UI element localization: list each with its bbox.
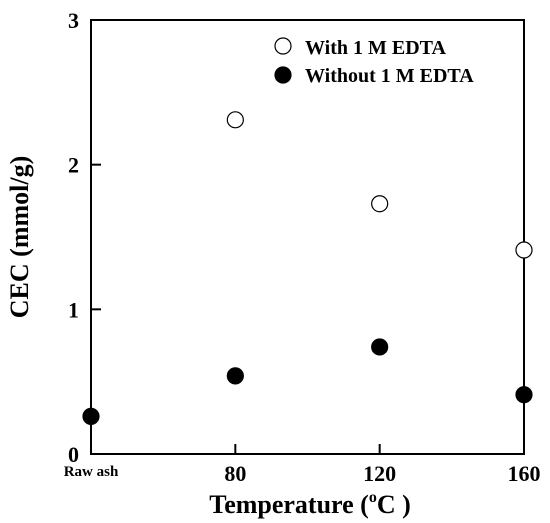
x-tick-label: Raw ash: [64, 464, 119, 480]
point-without-edta: [515, 386, 533, 404]
point-with-edta: [515, 241, 533, 259]
y-tick-label: 1: [68, 297, 79, 322]
y-axis-ticks: 0 1 2 3: [68, 8, 101, 467]
point-with-edta: [226, 111, 244, 129]
point-without-edta: [371, 338, 389, 356]
y-tick-label: 3: [68, 8, 79, 33]
x-axis-title-main: Temperature (: [209, 490, 369, 519]
legend-label-without-edta: Without 1 M EDTA: [305, 65, 474, 87]
y-tick-label: 0: [68, 442, 79, 467]
legend-marker-without-edta: [274, 66, 292, 84]
legend-marker-with-edta: [274, 37, 292, 55]
x-axis-title-superscript: o: [369, 489, 377, 506]
point-without-edta: [82, 407, 100, 425]
data-points: [82, 111, 533, 425]
x-tick-label: 80: [224, 461, 246, 486]
legend: With 1 M EDTA Without 1 M EDTA: [274, 37, 474, 87]
point-with-edta: [371, 195, 389, 213]
y-axis-title: CEC (mmol/g): [5, 156, 34, 318]
x-axis-ticks: Raw ash 80 120 160: [64, 444, 541, 486]
y-tick-label: 2: [68, 153, 79, 178]
plot-frame: [90, 19, 525, 455]
x-tick-label: 160: [508, 461, 541, 486]
x-tick-label: 120: [363, 461, 396, 486]
x-axis-title-unit: C ): [377, 490, 411, 519]
point-without-edta: [226, 367, 244, 385]
x-axis-title: Temperature (oC ): [209, 489, 411, 519]
legend-label-with-edta: With 1 M EDTA: [305, 37, 446, 59]
